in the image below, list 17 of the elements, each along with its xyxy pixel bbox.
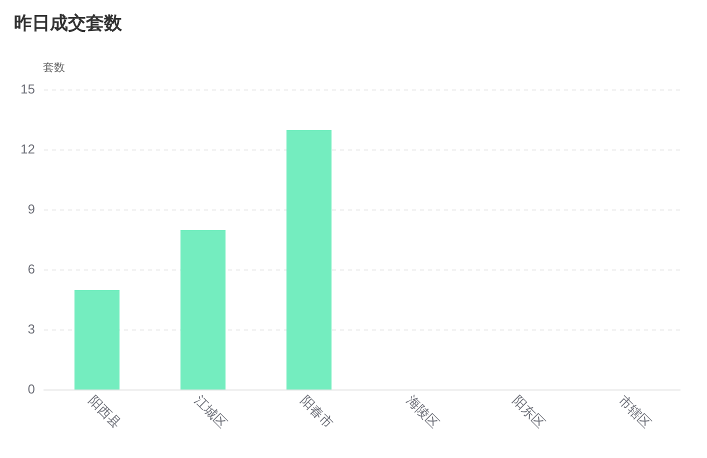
bar [74, 290, 120, 390]
y-tick-label: 9 [28, 202, 35, 217]
x-tick-label: 阳东区 [510, 392, 548, 431]
y-axis-title: 套数 [43, 62, 65, 74]
x-tick-label: 海陵区 [404, 392, 442, 431]
x-tick-label: 阳西县 [86, 392, 124, 431]
x-tick-label: 市辖区 [616, 392, 654, 431]
y-tick-label: 3 [28, 322, 35, 337]
y-tick-label: 12 [20, 142, 35, 157]
chart-title: 昨日成交套数 [14, 12, 123, 33]
bar [180, 230, 226, 390]
bar [286, 130, 332, 390]
y-tick-label: 0 [28, 382, 35, 397]
x-tick-label: 江城区 [192, 392, 230, 431]
y-tick-label: 15 [20, 82, 35, 97]
y-tick-label: 6 [28, 262, 35, 277]
x-tick-label: 阳春市 [298, 392, 336, 431]
